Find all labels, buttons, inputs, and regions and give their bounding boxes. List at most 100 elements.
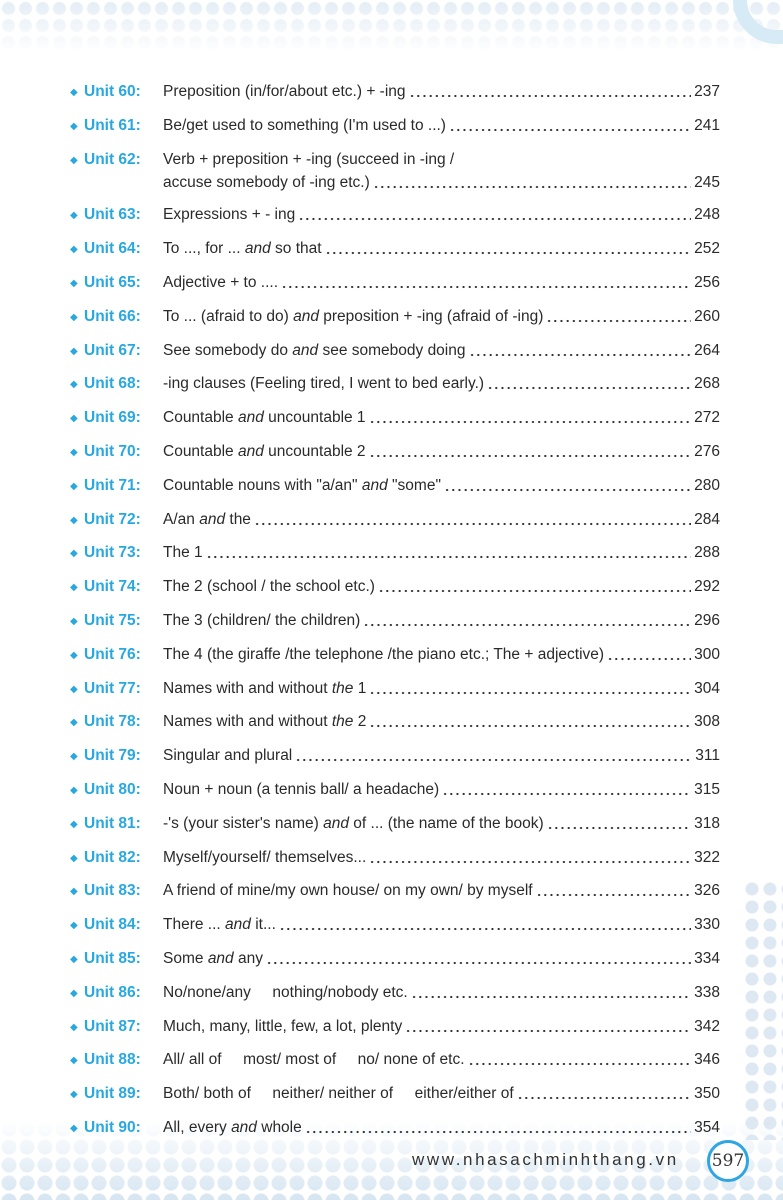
title-text: No/none/any nothing/nobody etc.: [163, 983, 408, 1001]
entry-body: Myself/yourself/ themselves... 322: [163, 846, 720, 869]
entry-line: All, every and whole 354: [163, 1116, 720, 1139]
toc-entry: ◆ Unit 74: The 2 (school / the school et…: [70, 575, 720, 599]
toc-entry: ◆ Unit 75: The 3 (children/ the children…: [70, 609, 720, 633]
entry-title: Singular and plural: [163, 744, 292, 767]
toc-entry: ◆ Unit 68: -ing clauses (Feeling tired, …: [70, 372, 720, 396]
title-text: Countable: [163, 409, 238, 427]
dot-leader: [324, 243, 692, 256]
title-text: All, every: [163, 1118, 232, 1136]
dot-leader: [377, 581, 692, 594]
dot-leader: [443, 479, 692, 492]
title-text: All/ all of most/ most of no/ none of et…: [163, 1051, 465, 1069]
entry-title: Be/get used to something (I'm used to ..…: [163, 114, 446, 137]
entry-title: Much, many, little, few, a lot, plenty: [163, 1015, 402, 1038]
page-number: 296: [694, 611, 720, 629]
page-number: 272: [694, 409, 720, 427]
entry-line: Expressions + - ing 248: [163, 203, 720, 226]
page-number: 256: [694, 273, 720, 291]
entry-line: Singular and plural 311: [163, 744, 720, 767]
diamond-bullet-icon: ◆: [70, 1122, 78, 1134]
toc-entry: ◆ Unit 72: A/an and the 284: [70, 508, 720, 532]
toc-entry: ◆ Unit 64: To ..., for ... and so that 25…: [70, 237, 720, 261]
toc-entry: ◆ Unit 79: Singular and plural 311: [70, 744, 720, 768]
unit-label: Unit 79:: [84, 747, 141, 765]
dot-leader: [369, 851, 692, 864]
title-text: of ... (the name of the book): [348, 814, 544, 832]
entry-line: -'s (your sister's name) and of ... (the…: [163, 812, 720, 835]
dot-leader: [442, 783, 692, 796]
page-number: 276: [694, 442, 720, 460]
diamond-bullet-icon: ◆: [70, 1055, 78, 1067]
entry-line: To ..., for ... and so that 252: [163, 237, 720, 260]
page-number: 342: [694, 1017, 720, 1035]
dot-leader: [535, 885, 692, 898]
dot-leader: [205, 547, 692, 560]
diamond-bullet-icon: ◆: [70, 379, 78, 391]
entry-body: No/none/any nothing/nobody etc. 338: [163, 981, 720, 1004]
entry-title: No/none/any nothing/nobody etc.: [163, 981, 408, 1004]
title-text: -'s (your sister's name): [163, 814, 324, 832]
toc-entry: ◆ Unit 86: No/none/any nothing/nobody et…: [70, 981, 720, 1005]
italic-text: and: [323, 814, 349, 832]
entry-body: See somebody do and see somebody doing 26…: [163, 339, 720, 362]
dot-leader: [607, 648, 692, 661]
decorative-dot-column: [743, 880, 783, 1140]
toc-entry: ◆ Unit 62: Verb + preposition + -ing (su…: [70, 148, 720, 194]
entry-title: Adjective + to ....: [163, 271, 278, 294]
page-number-badge: 597: [707, 1140, 749, 1182]
entry-line: No/none/any nothing/nobody etc. 338: [163, 981, 720, 1004]
unit-label: Unit 64:: [84, 240, 141, 258]
page-number: 300: [694, 645, 720, 663]
dot-leader: [368, 412, 692, 425]
dot-leader: [410, 986, 692, 999]
unit-label: Unit 61:: [84, 116, 141, 134]
toc-entry: ◆ Unit 70: Countable and uncountable 2 27…: [70, 440, 720, 464]
title-text: There ...: [163, 916, 226, 934]
decorative-dot-band-top: [0, 0, 783, 55]
title-text: A/an: [163, 510, 200, 528]
title-text: 1: [353, 679, 367, 697]
toc-entry: ◆ Unit 63: Expressions + - ing 248: [70, 203, 720, 227]
dot-leader: [368, 445, 692, 458]
diamond-bullet-icon: ◆: [70, 87, 78, 98]
unit-label: Unit 60:: [84, 83, 141, 100]
diamond-bullet-icon: ◆: [70, 345, 78, 357]
entry-title: Countable and uncountable 1: [163, 406, 366, 429]
unit-label: Unit 75:: [84, 611, 141, 629]
dot-leader: [467, 1054, 692, 1067]
entry-title: Names with and without the 2: [163, 710, 366, 733]
page-number: 322: [694, 848, 720, 866]
entry-body: There ... and it... 330: [163, 913, 720, 936]
toc-entry: ◆ Unit 73: The 1 288: [70, 541, 720, 565]
diamond-bullet-icon: ◆: [70, 953, 78, 965]
diamond-bullet-icon: ◆: [70, 311, 78, 323]
entry-body: Some and any 334: [163, 947, 720, 970]
entry-body: A/an and the 284: [163, 508, 720, 531]
italic-text: and: [207, 949, 234, 967]
entry-title: To ... (afraid to do) and preposition + …: [163, 305, 543, 328]
page-number: 330: [694, 916, 720, 934]
title-text: Countable nouns with "a/an": [163, 476, 362, 494]
title-text: Names with and without: [163, 679, 332, 697]
entry-line: Be/get used to something (I'm used to ..…: [163, 114, 720, 137]
entry-body: To ... (afraid to do) and preposition + …: [163, 305, 720, 328]
title-text: Countable: [163, 442, 238, 460]
diamond-bullet-icon: ◆: [70, 886, 78, 898]
entry-body: Verb + preposition + -ing (succeed in -i…: [163, 148, 720, 194]
entry-body: Expressions + - ing 248: [163, 203, 720, 226]
page-number: 260: [694, 307, 720, 325]
entry-title: See somebody do and see somebody doing: [163, 339, 466, 362]
toc-entry: ◆ Unit 81: -'s (your sister's name) and …: [70, 812, 720, 836]
unit-label: Unit 73:: [84, 544, 141, 562]
toc-entry: ◆ Unit 77: Names with and without the 1 3…: [70, 677, 720, 701]
entry-line: Countable and uncountable 2 276: [163, 440, 720, 463]
entry-title: There ... and it...: [163, 913, 276, 936]
italic-text: and: [231, 1118, 257, 1136]
page-number: 315: [694, 780, 720, 798]
page-number: 280: [694, 476, 720, 494]
entry-title: Countable nouns with "a/an" and "some": [163, 474, 441, 497]
toc-entry: ◆ Unit 89: Both/ both of neither/ neithe…: [70, 1082, 720, 1106]
diamond-bullet-icon: ◆: [70, 717, 78, 729]
title-text: Adjective + to ....: [163, 273, 279, 291]
dot-leader: [405, 1020, 692, 1033]
